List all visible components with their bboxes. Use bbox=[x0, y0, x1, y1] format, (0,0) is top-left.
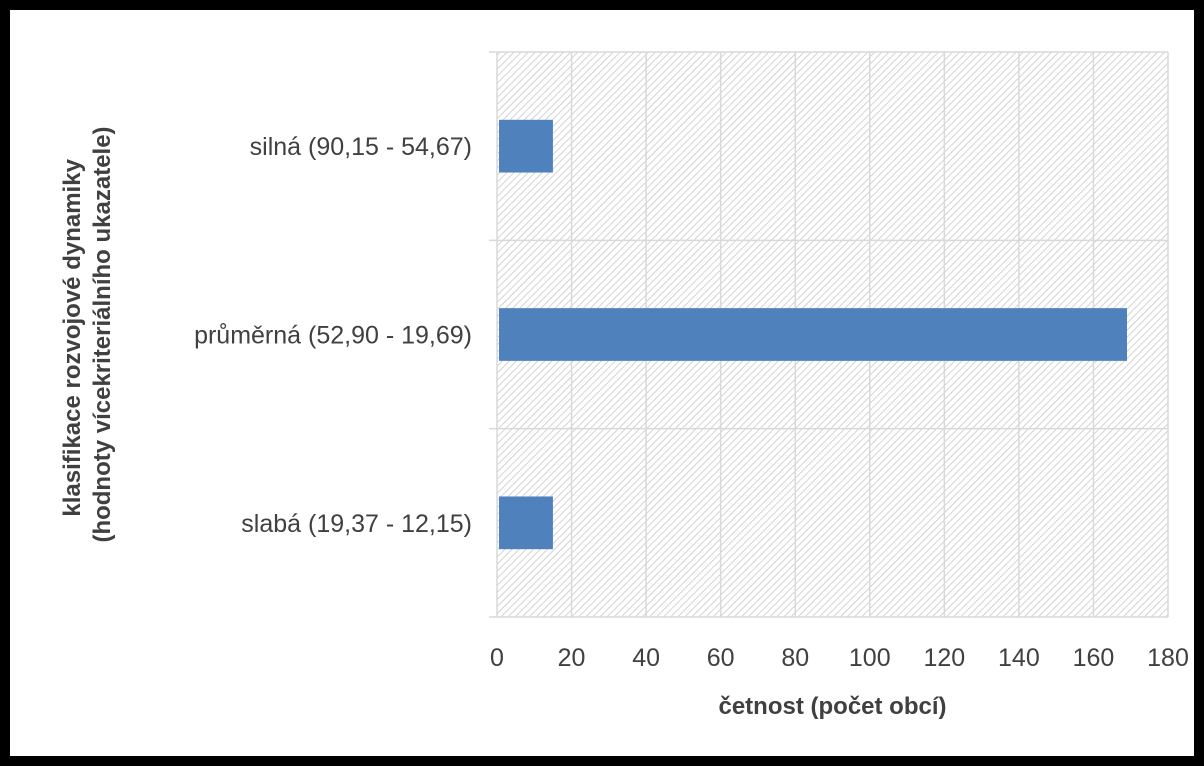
x-tick-label-4: 80 bbox=[781, 644, 809, 672]
bars bbox=[499, 119, 1127, 550]
x-tick-label-9: 180 bbox=[1147, 644, 1189, 672]
category-labels: slabá (19,37 - 12,15) průměrná (52,90 - 1… bbox=[194, 133, 472, 538]
y-axis-title-line-1: klasifikace rozvojové dynamiky bbox=[59, 158, 86, 516]
bar-0 bbox=[499, 496, 553, 550]
category-label-1: průměrná (52,90 - 19,69) bbox=[194, 322, 472, 350]
category-label-2: silná (90,15 - 54,67) bbox=[250, 133, 472, 161]
y-axis-title-line-2: (hodnoty vícekriteriálního ukazatele) bbox=[89, 126, 116, 542]
x-axis-title: četnost (počet obcí) bbox=[718, 693, 946, 720]
x-tick-label-1: 20 bbox=[558, 644, 586, 672]
x-tick-label-6: 120 bbox=[923, 644, 965, 672]
x-tick-label-0: 0 bbox=[490, 644, 504, 672]
category-label-0: slabá (19,37 - 12,15) bbox=[241, 510, 472, 538]
x-tick-label-7: 140 bbox=[998, 644, 1040, 672]
x-tick-labels: 0 20 40 60 80 100 120 140 160 180 bbox=[490, 644, 1189, 672]
x-tick-label-3: 60 bbox=[707, 644, 735, 672]
bar-1 bbox=[499, 308, 1127, 361]
x-tick-label-8: 160 bbox=[1073, 644, 1115, 672]
x-tick-label-2: 40 bbox=[632, 644, 660, 672]
x-tick-label-5: 100 bbox=[849, 644, 891, 672]
bar-2 bbox=[499, 119, 553, 173]
y-axis-title: klasifikace rozvojové dynamiky (hodnoty … bbox=[59, 126, 116, 542]
